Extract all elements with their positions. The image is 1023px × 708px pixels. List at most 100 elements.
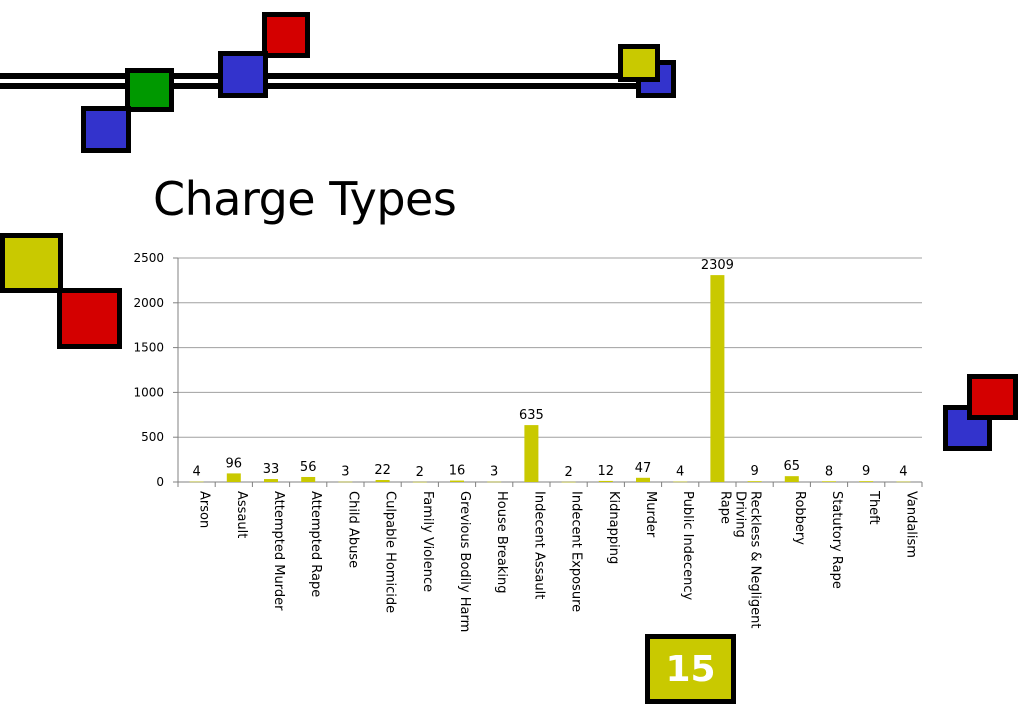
bar [412, 481, 427, 483]
bar [375, 480, 390, 482]
x-tick-label-line: Attempted Murder [271, 491, 286, 611]
deco-square-red-left [57, 288, 122, 349]
y-tick-label: 2000 [133, 296, 164, 310]
data-label: 635 [519, 408, 544, 423]
data-label: 3 [341, 465, 349, 480]
data-label: 9 [862, 464, 870, 479]
x-tick-label-line: Culpable Homicide [383, 491, 398, 613]
x-tick-label: Child Abuse [345, 491, 360, 568]
data-label: 12 [598, 464, 615, 479]
x-tick-label-line: Reckless & Negligent [748, 491, 763, 628]
x-tick-label-line: Child Abuse [345, 491, 360, 568]
bar [487, 481, 502, 483]
data-label: 33 [263, 462, 280, 477]
x-tick-label-line: Kidnapping [606, 491, 621, 564]
x-tick-label-line: Assault [234, 491, 249, 538]
x-tick-label: Grevious Bodily Harm [457, 491, 472, 632]
x-tick-label-line: Attempted Rape [308, 491, 323, 597]
deco-square-yellow-left [0, 233, 63, 293]
bar [784, 476, 799, 482]
data-label: 2 [564, 465, 572, 480]
data-label: 8 [825, 464, 833, 479]
x-tick-label: House Breaking [494, 491, 509, 593]
data-label: 4 [676, 465, 684, 480]
data-label: 2309 [701, 258, 734, 273]
y-tick-label: 1000 [133, 385, 164, 399]
x-tick-label: Robbery [792, 491, 807, 545]
data-label: 22 [374, 463, 391, 478]
bar [710, 275, 725, 482]
x-tick-label-line: Arson [197, 491, 212, 528]
deco-square-yellow-right [618, 44, 660, 82]
data-label: 4 [192, 465, 200, 480]
x-tick-label-line: House Breaking [494, 491, 509, 593]
bar [264, 479, 278, 482]
data-label: 3 [490, 465, 498, 480]
bar [673, 481, 688, 483]
header-rule-inner [0, 79, 668, 83]
deco-square-blue-top [218, 51, 268, 98]
bar [450, 480, 464, 482]
y-tick-label: 2500 [133, 251, 164, 265]
slide-title: Charge Types [153, 172, 457, 226]
x-tick-label: Indecent Assault [531, 491, 546, 599]
x-tick-label: Rape [717, 491, 732, 524]
data-label: 2 [416, 465, 424, 480]
x-tick-label-line: Statutory Rape [829, 491, 844, 589]
x-tick-label-line: Vandalism [903, 491, 918, 558]
bar [598, 480, 613, 482]
x-tick-label: Assault [234, 491, 249, 538]
x-tick-label-line: Murder [643, 491, 658, 538]
deco-square-red-mid-right [967, 374, 1018, 420]
bar [226, 473, 241, 482]
bar [822, 481, 836, 482]
bar [189, 481, 204, 483]
x-tick-label-line: Grevious Bodily Harm [457, 491, 472, 632]
x-tick-label: Attempted Murder [271, 491, 286, 611]
y-tick-label: 1500 [133, 341, 164, 355]
bar [338, 481, 353, 483]
x-tick-label: Public Indecency [680, 491, 695, 600]
data-label: 9 [750, 464, 758, 479]
data-label: 16 [449, 464, 466, 479]
x-tick-label-line: Rape [717, 491, 732, 524]
slide-number-box: 15 [645, 634, 736, 704]
x-tick-label: Attempted Rape [308, 491, 323, 597]
deco-square-green [125, 68, 174, 112]
x-tick-label: Family Violence [420, 491, 435, 592]
x-tick-label: Murder [643, 491, 658, 538]
bar [896, 481, 911, 483]
x-tick-label-line: Family Violence [420, 491, 435, 592]
slide-number: 15 [665, 648, 716, 690]
x-tick-label-line: Public Indecency [680, 491, 695, 600]
x-tick-label-line: Driving [733, 491, 748, 538]
x-tick-label-line: Theft [866, 490, 881, 525]
data-label: 65 [784, 459, 801, 474]
data-label: 96 [226, 456, 243, 471]
bar [561, 481, 576, 483]
x-tick-label-line: Indecent Assault [531, 491, 546, 599]
deco-square-blue-left [81, 106, 131, 153]
deco-square-red-top [262, 12, 310, 58]
x-tick-label: Vandalism [903, 491, 918, 558]
bar [859, 481, 874, 482]
x-tick-label-line: Robbery [792, 491, 807, 545]
x-tick-label: Statutory Rape [829, 491, 844, 589]
bar [747, 481, 762, 482]
bar [301, 476, 316, 482]
bar [636, 477, 650, 482]
x-tick-label: Indecent Exposure [569, 491, 584, 612]
data-label: 47 [635, 461, 652, 476]
x-tick-label: Arson [197, 491, 212, 528]
y-tick-label: 500 [141, 430, 164, 444]
x-tick-label: Culpable Homicide [383, 491, 398, 613]
bar [524, 425, 539, 482]
x-tick-label: Reckless & NegligentDriving [733, 491, 763, 628]
data-label: 4 [899, 465, 907, 480]
x-tick-label-line: Indecent Exposure [569, 491, 584, 612]
data-label: 56 [300, 460, 317, 475]
x-tick-label: Theft [866, 490, 881, 525]
y-tick-label: 0 [156, 475, 164, 489]
x-tick-label: Kidnapping [606, 491, 621, 564]
